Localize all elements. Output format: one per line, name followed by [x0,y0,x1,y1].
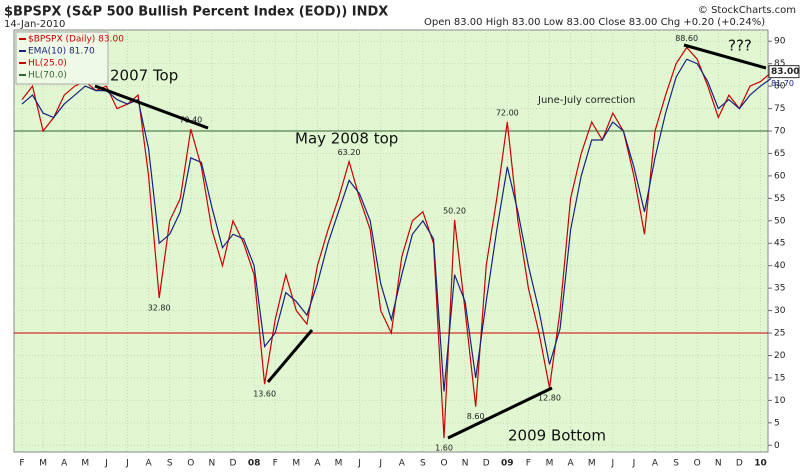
y-tick-label: 50 [774,216,786,226]
x-tick-label: 10 [754,459,767,469]
x-tick-label: F [526,459,531,469]
last-value-box [768,65,800,79]
y-tick-label: 70 [774,127,786,137]
legend-label: HL(25.0) [28,59,67,69]
x-tick-label: S [673,459,679,469]
series-line [21,58,772,392]
trendline [683,43,767,70]
x-tick-label: A [61,459,68,469]
x-tick-label: S [167,459,173,469]
x-tick-label: N [209,459,216,469]
x-tick-label: A [314,459,321,469]
value-label: 1.60 [435,444,453,453]
x-tick-label: M [546,459,554,469]
legend-label: $BPSPX (Daily) 83.00 [28,35,124,45]
x-tick-label: J [125,459,129,469]
x-tick-label: N [462,459,469,469]
y-tick-label: 55 [774,194,785,204]
quote: Open 83.00 High 83.00 Low 83.00 Close 83… [424,17,765,28]
credit: © StockCharts.com [698,5,796,16]
y-tick-label: 90 [774,37,786,47]
x-tick-label: M [292,459,300,469]
x-tick-label: M [335,459,343,469]
value-label: 50.20 [443,206,466,215]
x-tick-label: S [420,459,426,469]
y-tick-label: 60 [774,171,786,181]
y-tick-label: 25 [774,329,785,339]
x-tick-label: J [610,459,614,469]
annotation: June-July correction [537,95,635,106]
x-tick-label: O [187,459,194,469]
y-tick-label: 85 [774,59,785,69]
x-tick-label: F [273,459,278,469]
last-value-label: 81.70 [771,79,794,88]
y-tick-label: 75 [774,104,785,114]
x-tick-label: O [440,459,447,469]
y-tick-label: 30 [774,306,786,316]
x-tick-label: M [588,459,596,469]
x-tick-label: J [104,459,108,469]
x-tick-label: A [146,459,153,469]
trendline [94,84,209,130]
x-tick-label: A [652,459,659,469]
x-tick-label: D [736,459,743,469]
legend-label: HL(70.0) [28,71,67,81]
x-tick-label: J [378,459,382,469]
x-tick-label: J [632,459,636,469]
x-tick-label: 08 [248,459,261,469]
y-tick-label: 65 [774,149,785,159]
trendline [266,329,314,383]
plot-area [13,29,769,453]
x-tick-label: M [39,459,47,469]
value-label: 88.60 [675,34,698,43]
y-tick-label: 10 [774,396,786,406]
value-label: 63.20 [338,148,361,157]
annotation: ??? [728,37,752,55]
x-tick-label: F [19,459,24,469]
last-value-label: 83.00 [771,67,799,77]
y-tick-label: 40 [774,261,786,271]
x-tick-label: D [230,459,237,469]
grid: 0 5 10 15 20 25 30 35 40 45 50 55 60 65 70 75 80 85 90 F M A M… [14,30,786,469]
annotation: May 2008 top [295,130,398,148]
y-tick-label: 35 [774,284,785,294]
y-tick-label: 0 [774,441,780,451]
legend-label: EMA(10) 81.70 [28,47,95,57]
y-tick-label: 80 [774,82,786,92]
legend-box [15,31,109,85]
value-label: 72.00 [496,109,519,118]
date: 14-Jan-2010 [4,19,65,30]
x-tick-label: N [715,459,722,469]
x-tick-label: A [399,459,406,469]
y-tick-label: 15 [774,373,785,383]
y-tick-label: 20 [774,351,786,361]
chart-title: $BPSPX (S&P 500 Bullish Percent Index (E… [4,5,388,20]
y-tick-label: 45 [774,239,785,249]
x-tick-label: 09 [501,459,514,469]
value-label: 12.80 [538,393,561,402]
annotation: 2007 Top [110,67,178,85]
trendline [447,386,553,440]
legend: $BPSPX (Daily) 83.00 EMA(10) 81.70 HL(25.0… [15,31,124,85]
x-tick-label: M [81,459,89,469]
y-tick-label: 5 [774,418,780,428]
value-label: 13.60 [253,390,276,399]
value-label: 32.80 [148,304,171,313]
x-tick-label: D [483,459,490,469]
x-tick-label: O [694,459,701,469]
value-label: 8.60 [467,412,485,421]
annotation: 2009 Bottom [508,427,606,445]
x-tick-label: A [568,459,575,469]
x-tick-label: J [357,459,361,469]
